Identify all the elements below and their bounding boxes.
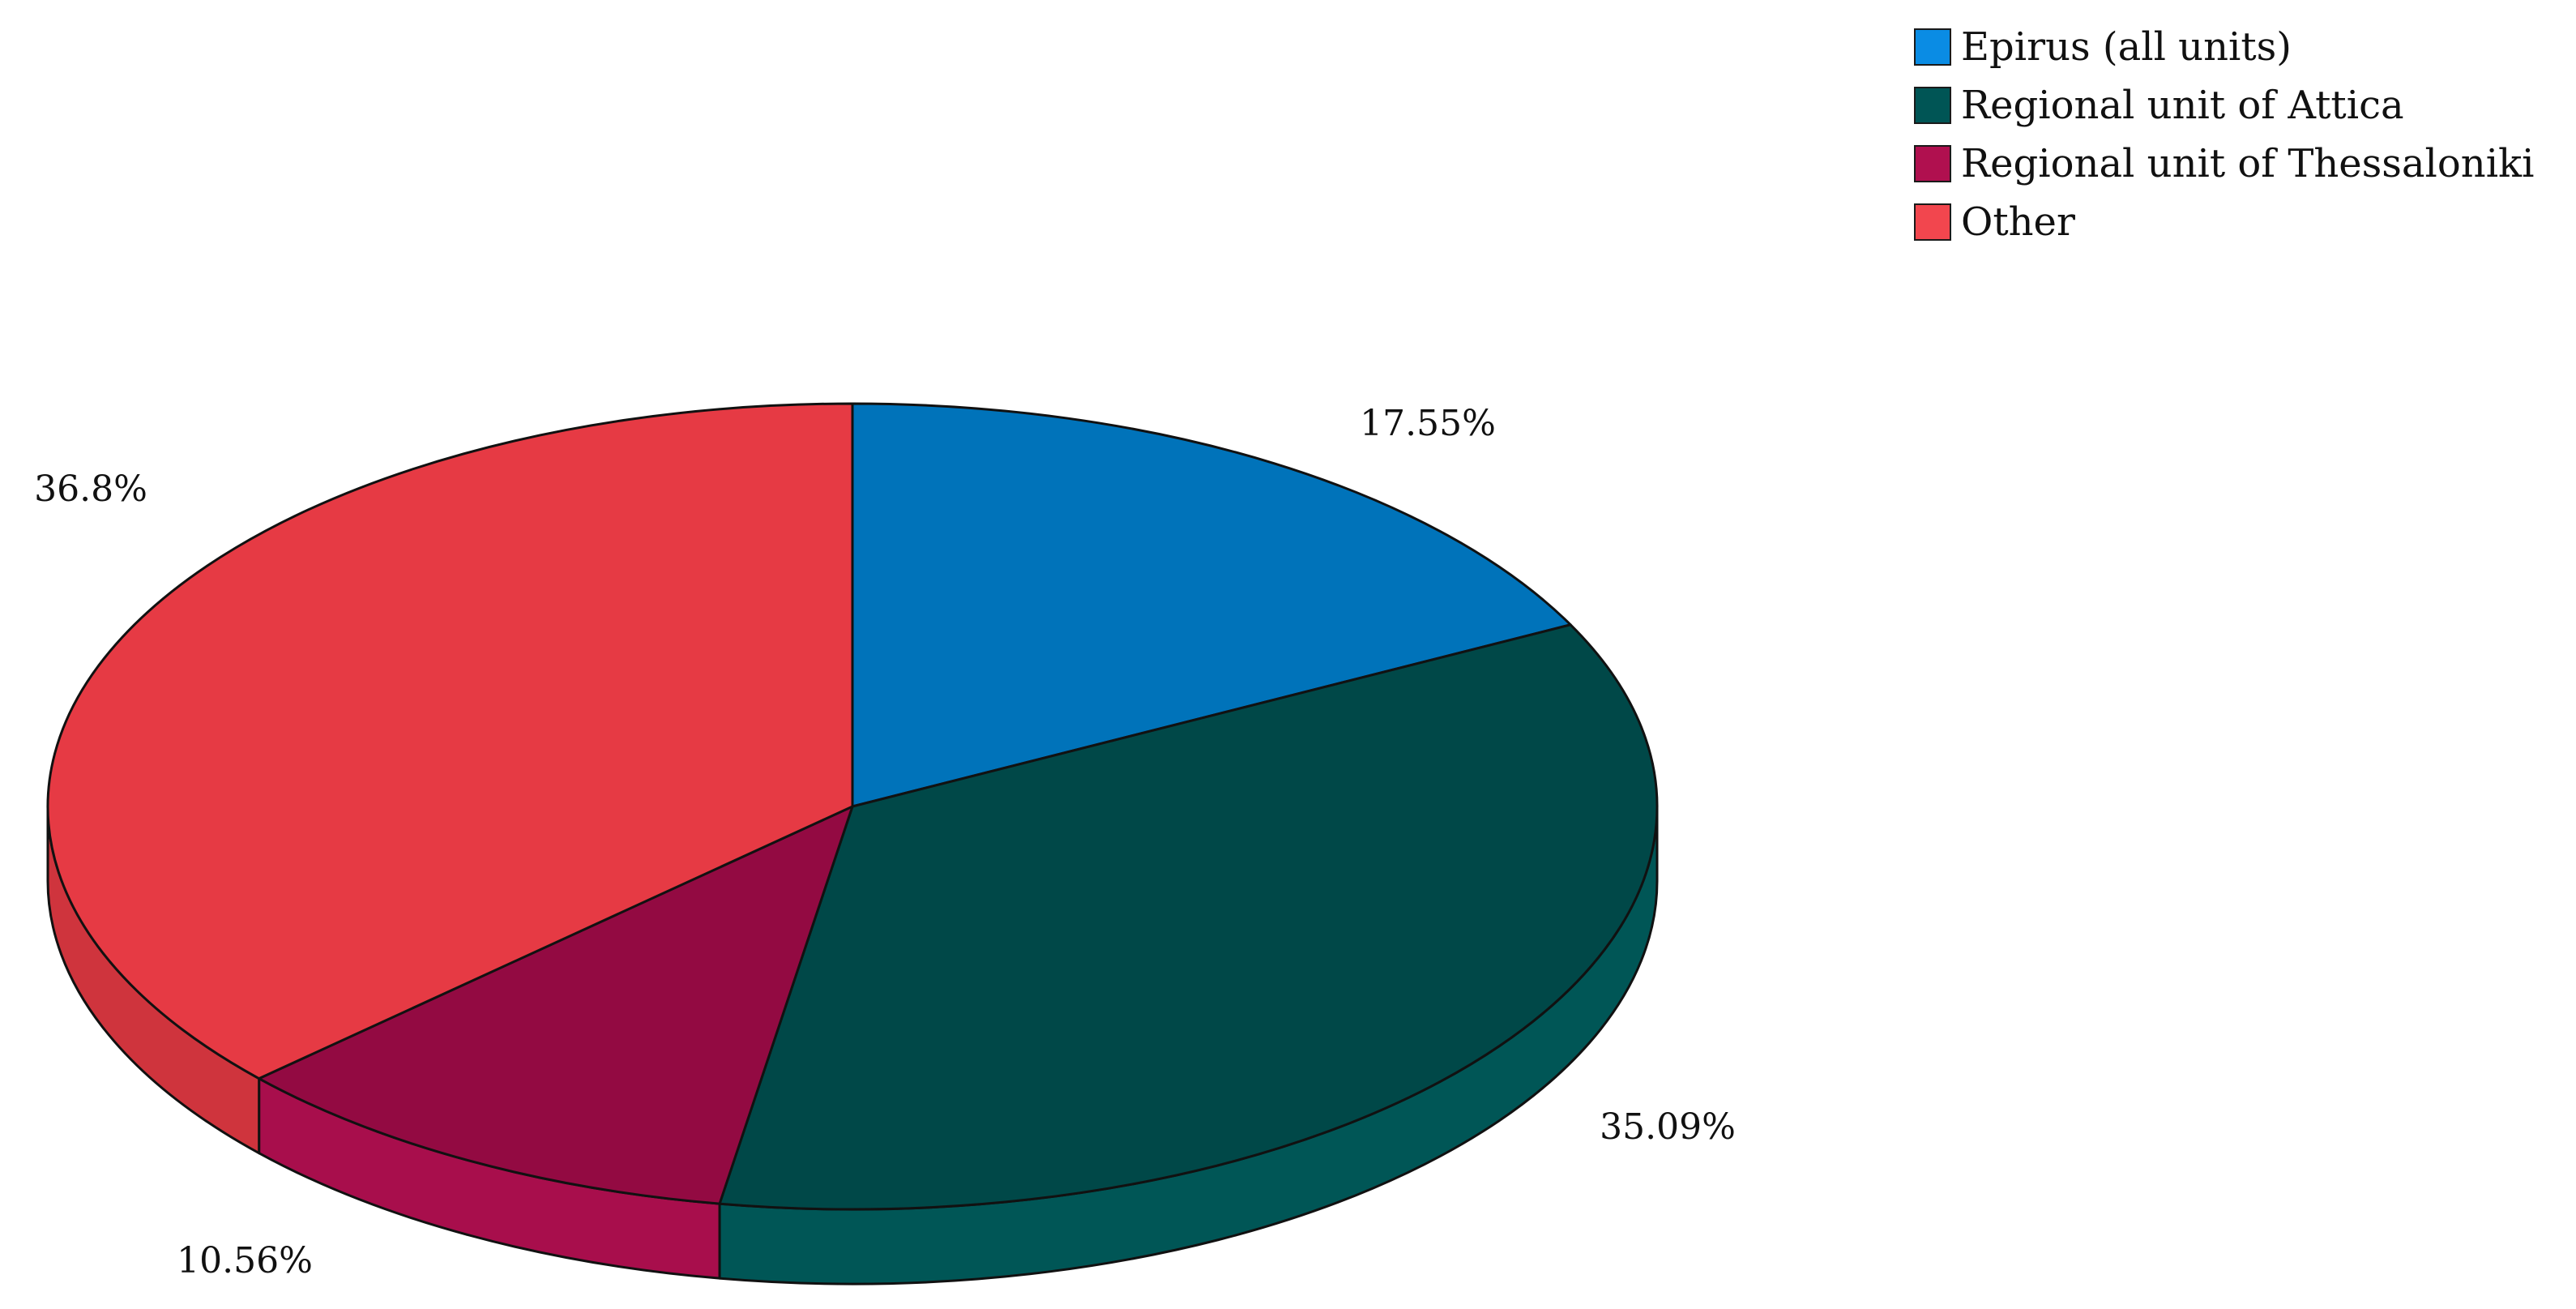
pie-slice-other <box>46 402 854 1080</box>
legend-item-other: Other <box>1914 193 2534 251</box>
pie-value-labels: 17.55% 35.09% 10.56% 36.8% <box>34 403 1736 1281</box>
value-label-attica: 35.09% <box>1600 1106 1736 1148</box>
legend-label-other: Other <box>1961 199 2075 245</box>
pie-slice-epirus <box>851 402 1572 808</box>
value-label-epirus: 17.55% <box>1360 403 1496 444</box>
legend: Epirus (all units) Regional unit of Atti… <box>1914 18 2534 251</box>
legend-swatch-attica <box>1914 87 1951 124</box>
value-label-thessaloniki: 10.56% <box>177 1240 313 1281</box>
legend-label-thessaloniki: Regional unit of Thessaloniki <box>1961 141 2535 186</box>
pie-slice-thessaloniki <box>258 805 854 1205</box>
value-label-other: 36.8% <box>34 468 147 510</box>
pie-top-faces <box>46 402 1659 1211</box>
legend-label-epirus: Epirus (all units) <box>1961 24 2292 70</box>
legend-item-epirus: Epirus (all units) <box>1914 18 2534 76</box>
pie-slice-attica <box>718 623 1659 1211</box>
legend-swatch-other <box>1914 203 1951 241</box>
legend-swatch-thessaloniki <box>1914 145 1951 182</box>
legend-item-thessaloniki: Regional unit of Thessaloniki <box>1914 135 2534 193</box>
legend-label-attica: Regional unit of Attica <box>1961 83 2404 128</box>
legend-item-attica: Regional unit of Attica <box>1914 76 2534 135</box>
legend-swatch-epirus <box>1914 28 1951 66</box>
